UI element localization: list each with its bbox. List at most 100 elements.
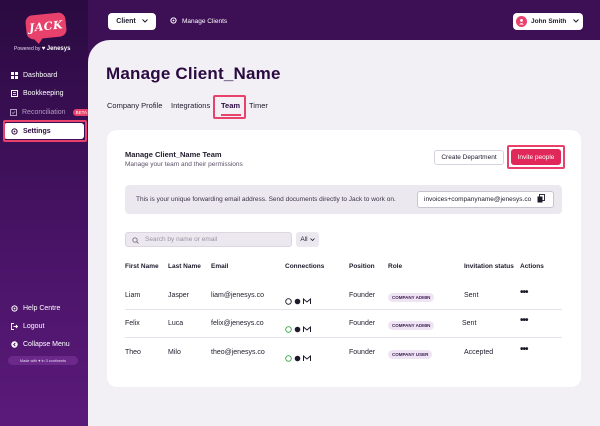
role-badge: COMPANY ADMIN (388, 321, 435, 330)
powered-brand: Jenesys (46, 46, 71, 52)
tab-team[interactable]: Team (221, 101, 241, 110)
powered-by: Powered by ♥ Jenesys (14, 46, 70, 52)
sidebar-item-label: Reconciliation (22, 108, 66, 116)
sidebar-item-reconciliation[interactable]: Reconciliation BETA (4, 104, 91, 120)
column-header-first-name: First Name (125, 263, 159, 270)
forwarding-email-value: invoices+companyname@jenesys.co (424, 196, 532, 203)
gear-icon (10, 127, 18, 135)
manage-clients-label: Manage Clients (182, 18, 228, 25)
cell-last-name: Milo (168, 349, 181, 356)
tab-integrations[interactable]: Integrations (171, 101, 211, 110)
role-badge: COMPANY USER (388, 350, 433, 359)
sidebar-item-label: Bookkeeping (23, 89, 64, 97)
cell-email: felix@jenesys.co (211, 320, 264, 327)
row-actions-menu[interactable]: ••• (520, 315, 528, 326)
search-box (125, 232, 292, 247)
reconcile-icon (10, 108, 17, 116)
sidebar-item-label: Logout (23, 322, 45, 330)
sidebar: JACK Powered by ♥ Jenesys Dashboard Book… (0, 0, 91, 426)
active-tab-indicator (221, 114, 241, 116)
sidebar-item-help-centre[interactable]: Help Centre (4, 300, 84, 316)
cell-email: liam@jenesys.co (211, 292, 265, 299)
filter-value: All (300, 236, 308, 243)
logout-icon (10, 322, 18, 330)
web-icon (294, 292, 301, 310)
row-divider (125, 309, 562, 310)
row-actions-menu[interactable]: ••• (520, 344, 528, 355)
sidebar-item-collapse-menu[interactable]: Collapse Menu (4, 336, 84, 352)
filter-dropdown[interactable]: All (296, 232, 319, 247)
cell-position: Founder (349, 320, 376, 327)
forwarding-email-notice: This is your unique forwarding email add… (136, 196, 396, 203)
role-badge: COMPANY ADMIN (388, 293, 435, 302)
email-icon (303, 349, 311, 367)
cell-first-name: Felix (125, 320, 140, 327)
cell-position: Founder (349, 292, 376, 299)
column-header-invitation-status: Invitation status (464, 263, 514, 270)
collapse-icon (10, 340, 18, 348)
cell-position: Founder (349, 349, 376, 356)
avatar (516, 16, 527, 27)
powered-prefix: Powered by (14, 46, 41, 52)
row-actions-menu[interactable]: ••• (520, 287, 528, 298)
cell-email: theo@jenesys.co (211, 349, 265, 356)
sidebar-item-label: Collapse Menu (23, 340, 70, 348)
forwarding-email-field[interactable]: invoices+companyname@jenesys.co (417, 191, 554, 208)
sidebar-item-label: Settings (23, 127, 51, 135)
gear-icon (10, 304, 18, 312)
manage-clients-link[interactable]: Manage Clients (170, 14, 227, 29)
column-header-role: Role (388, 263, 403, 270)
team-subtitle: Manage your team and their permissions (125, 161, 243, 168)
cell-invitation-status: Sent (464, 292, 479, 299)
sidebar-item-settings[interactable]: Settings (4, 123, 84, 139)
column-header-actions: Actions (520, 263, 544, 270)
heart-logo-icon: ♥ (41, 46, 46, 52)
made-with-badge: Made with ♥ in 3 continents (8, 356, 78, 365)
user-menu[interactable]: John Smith (513, 13, 583, 30)
email-icon (303, 320, 311, 338)
cell-first-name: Liam (125, 292, 141, 299)
team-card (107, 130, 581, 387)
email-icon (303, 292, 311, 310)
sidebar-item-label: Help Centre (23, 304, 61, 312)
whatsapp-icon (285, 349, 292, 367)
tab-company-profile[interactable]: Company Profile (107, 101, 163, 110)
book-icon (10, 89, 18, 97)
grid-icon (10, 71, 18, 79)
search-icon (132, 231, 139, 249)
cell-last-name: Luca (168, 320, 184, 327)
column-header-email: Email (211, 263, 229, 270)
cell-connections (285, 320, 311, 338)
column-header-last-name: Last Name (168, 263, 201, 270)
row-divider (125, 337, 562, 338)
whatsapp-icon (285, 292, 292, 310)
page-title: Manage Client_Name (106, 64, 281, 83)
column-header-position: Position (349, 263, 375, 270)
cell-invitation-status: Sent (462, 320, 477, 327)
column-header-connections: Connections (285, 263, 325, 270)
cell-connections (285, 292, 311, 310)
copy-icon[interactable] (537, 194, 546, 205)
create-department-button[interactable]: Create Department (434, 150, 504, 165)
web-icon (294, 320, 301, 338)
chevron-down-icon (573, 18, 580, 25)
sidebar-item-bookkeeping[interactable]: Bookkeeping (4, 85, 84, 101)
sidebar-item-dashboard[interactable]: Dashboard (4, 67, 84, 83)
sidebar-item-logout[interactable]: Logout (4, 318, 84, 334)
cell-invitation-status: Accepted (464, 349, 494, 356)
cell-connections (285, 349, 311, 367)
jack-logo[interactable]: JACK (24, 11, 68, 41)
cell-first-name: Theo (125, 349, 141, 356)
whatsapp-icon (285, 320, 292, 338)
client-label: Client (116, 18, 136, 25)
tab-timer[interactable]: Timer (249, 101, 268, 110)
invite-people-button[interactable]: Invite people (511, 149, 561, 165)
search-input[interactable] (145, 236, 285, 243)
chevron-down-icon (141, 18, 148, 25)
logo-text: JACK (28, 17, 64, 35)
chevron-down-icon (309, 236, 315, 243)
web-icon (294, 349, 301, 367)
team-title: Manage Client_Name Team (125, 150, 222, 159)
client-dropdown[interactable]: Client (108, 13, 156, 30)
user-name: John Smith (531, 18, 567, 25)
